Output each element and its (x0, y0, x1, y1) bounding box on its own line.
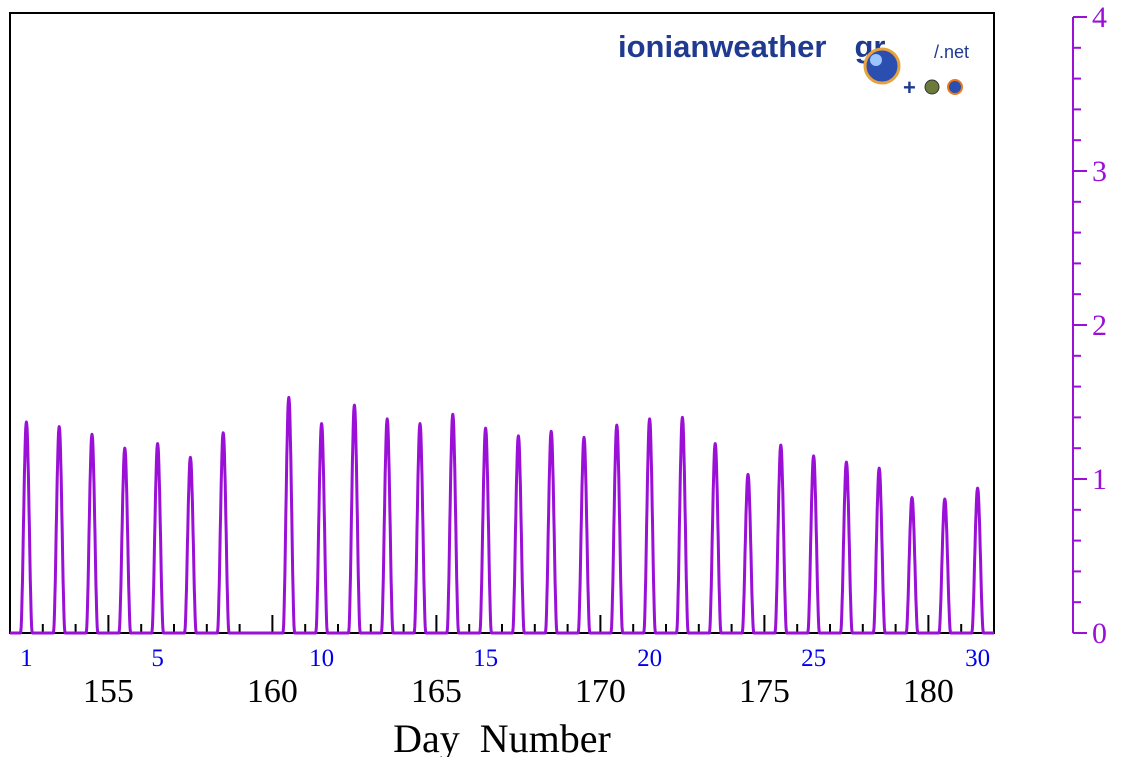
y-tick-label: 2 (1092, 309, 1107, 342)
day-of-month-label: 20 (637, 645, 662, 672)
day-of-month-label: 30 (965, 645, 990, 672)
day-of-month-label: 25 (801, 645, 826, 672)
x-tick-label: 165 (411, 673, 462, 710)
day-of-month-label: 5 (151, 645, 164, 672)
right-y-axis: 0 1 2 3 4 (1072, 1, 1107, 650)
day-of-month-label: 15 (473, 645, 498, 672)
x-axis-title: Day Number (393, 716, 611, 757)
day-of-month-label: 10 (309, 645, 334, 672)
x-tick-label: 175 (739, 673, 790, 710)
x-tick-label: 160 (247, 673, 298, 710)
day-of-month-label: 1 (20, 645, 33, 672)
logo-sub-text: /.net (934, 42, 969, 62)
day-of-month-labels: 1 5 10 15 20 25 30 (20, 645, 990, 672)
series-line (8, 395, 996, 635)
x-axis-ticks (9, 615, 995, 633)
svg-text:+: + (903, 75, 916, 100)
logo-main-text: ionianweather (618, 29, 826, 64)
x-tick-label: 155 (83, 673, 134, 710)
plot-frame (9, 12, 995, 634)
platform-icons: + (903, 75, 963, 100)
y-tick-label: 0 (1092, 617, 1107, 650)
series-group (8, 395, 996, 635)
y-tick-label: 3 (1092, 155, 1107, 188)
y-tick-label: 1 (1092, 463, 1107, 496)
logo: ionianweather gr /.net + (618, 29, 969, 100)
y-tick-label: 4 (1092, 1, 1107, 34)
x-tick-label: 180 (903, 673, 954, 710)
x-tick-label: 170 (575, 673, 626, 710)
x-axis-labels: 155 160 165 170 175 180 (83, 673, 954, 710)
globe-icon (863, 47, 901, 85)
